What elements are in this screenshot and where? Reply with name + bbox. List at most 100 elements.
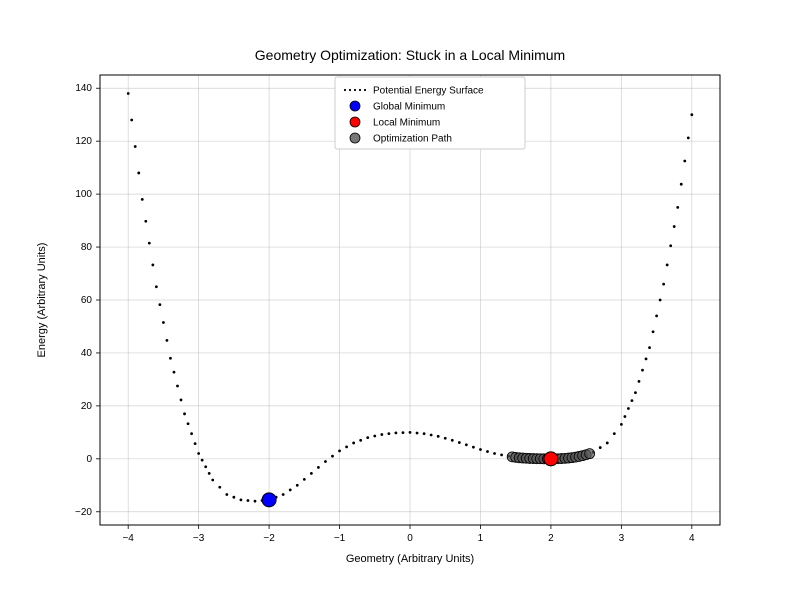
pes-dot [166,339,169,342]
pes-dot [137,172,140,175]
pes-dot [613,432,616,435]
pes-dot [169,357,172,360]
pes-dot [659,299,662,302]
xtick-label: −3 [193,533,205,544]
pes-dot [416,432,419,435]
legend-marker [350,117,360,127]
pes-dot [493,452,496,455]
pes-dot [211,479,214,482]
xtick-label: 1 [478,533,484,544]
pes-dot [180,399,183,402]
pes-dot [127,92,130,95]
pes-dot [208,472,211,475]
pes-dot [627,407,630,410]
legend-label: Local Minimum [373,118,440,129]
pes-dot [282,493,285,496]
ytick-label: 120 [75,136,92,147]
x-axis-label: Geometry (Arbitrary Units) [346,553,474,565]
pes-dot [352,442,355,445]
legend: Potential Energy SurfaceGlobal MinimumLo… [335,77,525,149]
pes-dot [289,489,292,492]
pes-dot [676,206,679,209]
y-axis-label: Energy (Arbitrary Units) [36,243,48,358]
pes-dot [366,436,369,439]
pes-dot [345,446,348,449]
pes-dot [317,466,320,469]
pes-dot [225,493,228,496]
ytick-label: −20 [75,507,92,518]
legend-line-dot [354,89,356,91]
pes-dot [648,346,651,349]
pes-dot [402,431,405,434]
xtick-label: 4 [689,533,695,544]
pes-dot [296,484,299,487]
pes-dot [151,264,154,267]
xtick-label: −1 [334,533,346,544]
pes-dot [148,242,151,245]
pes-dot [451,439,454,442]
pes-dot [359,439,362,442]
chart-container: −4−3−2−101234−20020406080100120140Geomet… [0,0,800,600]
pes-dot [155,285,158,288]
ytick-label: 20 [81,401,93,412]
pes-dot [331,455,334,458]
pes-dot [380,433,383,436]
local-min-marker [544,452,558,466]
legend-line-dot [344,89,346,91]
pes-dot [173,371,176,374]
pes-dot [197,452,200,455]
pes-dot [638,380,641,383]
pes-dot [254,500,257,503]
pes-dot [631,399,634,402]
pes-dot [606,442,609,445]
pes-dot [479,448,482,451]
ytick-label: 40 [81,348,93,359]
pes-dot [472,446,475,449]
pes-dot [652,330,655,333]
pes-dot [162,321,165,324]
pes-dot [141,198,144,201]
xtick-label: 2 [548,533,554,544]
pes-dot [130,119,133,122]
pes-dot [634,391,637,394]
pes-dot [623,415,626,418]
pes-dot [176,385,179,388]
pes-dot [183,412,186,415]
legend-label: Optimization Path [373,134,452,145]
opt-path-point [585,449,595,459]
pes-dot [680,183,683,186]
pes-dot [232,496,235,499]
pes-dot [486,450,489,453]
pes-dot [247,499,250,502]
pes-dot [687,136,690,139]
pes-dot [444,437,447,440]
pes-dot [303,478,306,481]
pes-dot [465,443,468,446]
pes-dot [645,357,648,360]
ytick-label: 60 [81,295,93,306]
pes-dot [373,435,376,438]
xtick-label: 3 [619,533,625,544]
legend-line-dot [364,89,366,91]
pes-dot [423,432,426,435]
pes-dot [218,486,221,489]
chart-title: Geometry Optimization: Stuck in a Local … [255,47,565,63]
pes-dot [666,264,669,267]
pes-dot [673,225,676,228]
xtick-label: −2 [263,533,275,544]
pes-dot [240,498,243,501]
xtick-label: 0 [407,533,413,544]
legend-marker [350,101,360,111]
pes-dot [134,145,137,148]
pes-dot [409,431,412,434]
legend-marker [350,133,360,143]
pes-dot [683,160,686,163]
global-min-marker [262,493,276,507]
pes-dot [395,431,398,434]
pes-dot [387,432,390,435]
legend-line-dot [349,89,351,91]
pes-dot [204,465,207,468]
xtick-label: −4 [122,533,134,544]
pes-dot [458,441,461,444]
pes-dot [690,113,693,116]
